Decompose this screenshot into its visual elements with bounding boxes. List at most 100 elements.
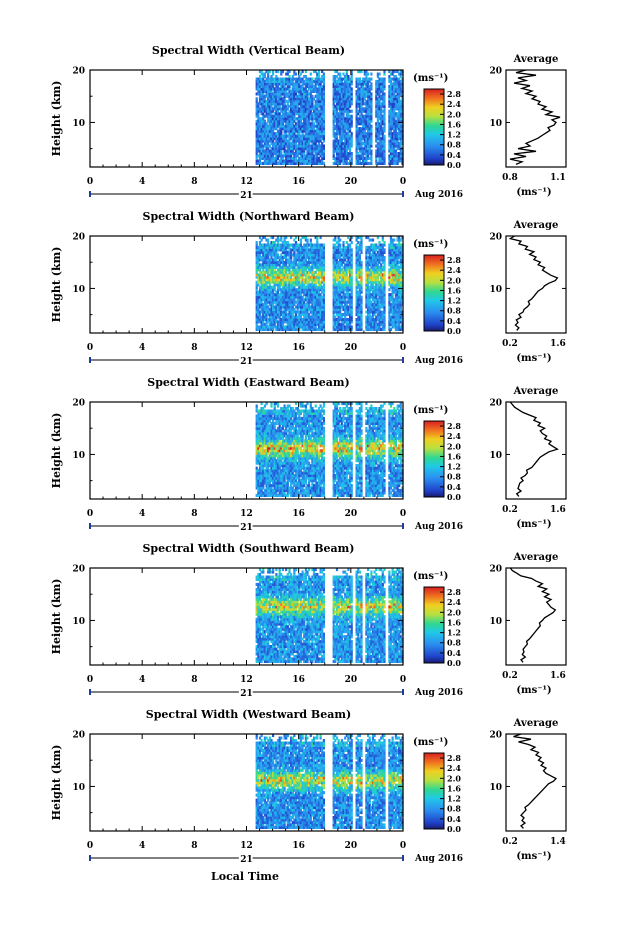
heatmap-cell xyxy=(381,94,384,98)
heatmap-cell xyxy=(396,99,399,103)
heatmap-cell xyxy=(267,149,270,153)
heatmap-cell xyxy=(262,89,265,93)
heatmap-cell xyxy=(308,107,311,111)
heatmap-cell xyxy=(278,114,281,118)
heatmap-cell xyxy=(399,144,402,148)
heatmap-cell xyxy=(258,268,262,272)
heatmap-cell xyxy=(306,152,309,156)
heatmap-cell xyxy=(280,288,283,292)
heatmap-cell xyxy=(258,109,262,113)
heatmap-cell xyxy=(388,97,391,101)
heatmap-cell xyxy=(376,117,379,121)
heatmap-cell xyxy=(335,94,339,98)
heatmap-cell xyxy=(314,79,317,83)
heatmap-cell xyxy=(383,149,386,153)
heatmap-cell xyxy=(362,79,365,83)
heatmap-cell xyxy=(357,132,360,136)
heatmap-cell xyxy=(367,154,370,158)
heatmap-cell xyxy=(332,127,335,131)
heatmap-cell xyxy=(298,92,301,96)
heatmap-cell xyxy=(365,117,368,121)
heatmap-cell xyxy=(273,134,276,138)
heatmap-cell xyxy=(358,99,361,103)
heatmap-cell xyxy=(260,280,263,284)
heatmap-cell xyxy=(399,137,402,141)
heatmap-cell xyxy=(257,109,260,113)
heatmap-cell xyxy=(281,87,284,91)
heatmap-cell xyxy=(265,82,268,86)
heatmap-cell xyxy=(389,152,393,156)
heatmap-cell xyxy=(306,147,309,151)
heatmap-cell xyxy=(272,132,275,136)
heatmap-cell xyxy=(255,268,258,272)
heatmap-cell xyxy=(309,127,312,131)
heatmap-cell xyxy=(380,124,383,128)
heatmap-cell xyxy=(275,117,278,121)
heatmap-cell xyxy=(393,119,396,123)
heatmap-cell xyxy=(275,260,278,264)
heatmap-cell xyxy=(317,84,321,88)
heatmap-cell xyxy=(316,79,319,83)
heatmap-cell xyxy=(291,156,294,160)
heatmap-cell xyxy=(388,119,391,123)
heatmap-cell xyxy=(389,159,393,163)
heatmap-cell xyxy=(290,159,293,163)
heatmap-cell xyxy=(334,119,337,123)
heatmap-cell xyxy=(394,102,397,106)
heatmap-cell xyxy=(260,104,263,108)
heatmap-cell xyxy=(332,152,335,156)
heatmap-cell xyxy=(294,109,298,113)
heatmap-cell xyxy=(270,243,273,247)
heatmap-cell xyxy=(275,152,278,156)
heatmap-cell xyxy=(270,112,273,116)
heatmap-cell xyxy=(350,82,353,86)
heatmap-cell xyxy=(293,132,296,136)
heatmap-cell xyxy=(358,114,361,118)
heatmap-cell xyxy=(335,149,339,153)
heatmap-cell xyxy=(376,92,379,96)
heatmap-cell xyxy=(308,124,311,128)
heatmap-cell xyxy=(367,104,370,108)
heatmap-cell xyxy=(265,285,268,289)
heatmap-cell xyxy=(347,99,350,103)
heatmap-cell xyxy=(342,122,345,126)
heatmap-cell xyxy=(381,92,384,96)
heatmap-cell xyxy=(290,154,293,158)
heatmap-cell xyxy=(335,134,339,138)
heatmap-cell xyxy=(381,149,384,153)
heatmap-cell xyxy=(317,75,321,79)
heatmap-cell xyxy=(293,127,296,131)
heatmap-cell xyxy=(383,142,386,146)
heatmap-cell xyxy=(265,144,268,148)
heatmap-cell xyxy=(340,99,343,103)
heatmap-cell xyxy=(357,102,360,106)
heatmap-cell xyxy=(311,149,314,153)
heatmap-cell xyxy=(280,325,283,329)
heatmap-cell xyxy=(260,132,263,136)
heatmap-cell xyxy=(312,139,316,143)
heatmap-cell xyxy=(281,89,284,93)
heatmap-cell xyxy=(393,144,396,148)
heatmap-cell xyxy=(378,117,381,121)
heatmap-cell xyxy=(286,293,289,297)
heatmap-cell xyxy=(268,275,271,279)
heatmap-cell xyxy=(267,114,270,118)
heatmap-cell xyxy=(267,117,270,121)
heatmap-cell xyxy=(288,156,291,160)
heatmap-cell xyxy=(370,156,373,160)
heatmap-cell xyxy=(376,89,379,93)
heatmap-cell xyxy=(394,122,397,126)
heatmap-cell xyxy=(273,104,276,108)
heatmap-cell xyxy=(275,149,278,153)
heatmap-cell xyxy=(362,161,365,165)
heatmap-cell xyxy=(393,134,396,138)
heatmap-cell xyxy=(344,154,347,158)
heatmap-cell xyxy=(270,322,273,326)
heatmap-cell xyxy=(285,248,288,252)
heatmap-cell xyxy=(355,92,358,96)
heatmap-cell xyxy=(270,318,273,322)
heatmap-cell xyxy=(399,117,402,121)
heatmap-cell xyxy=(290,109,293,113)
heatmap-cell xyxy=(290,156,293,160)
heatmap-cell xyxy=(344,134,347,138)
